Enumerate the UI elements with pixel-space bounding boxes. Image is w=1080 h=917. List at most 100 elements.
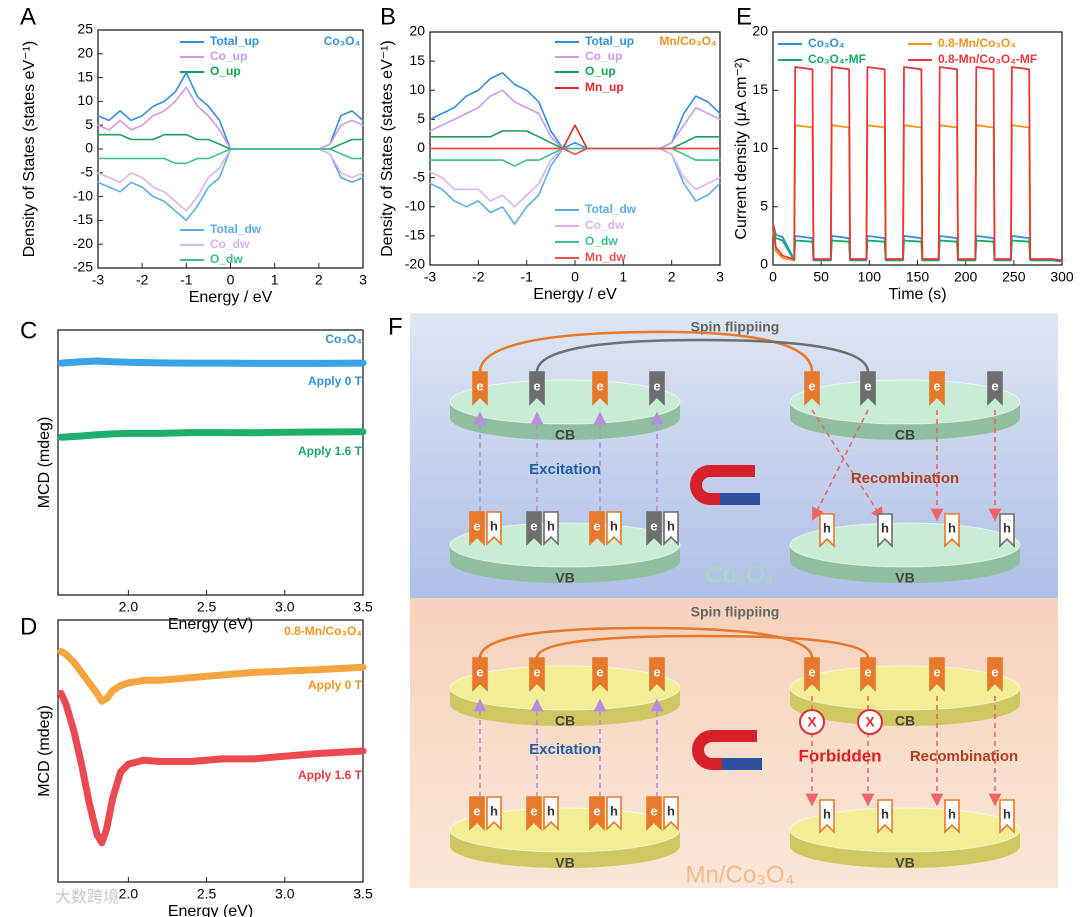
carrier-flag [877, 799, 893, 834]
x-tick-label: 2.0 [119, 599, 139, 615]
magnet-red [690, 465, 755, 505]
series-line [57, 357, 367, 367]
x-tick-label: 2 [315, 272, 323, 288]
x-tick-label: 1 [271, 272, 279, 288]
blocked-mark [857, 709, 883, 735]
panel-label: E [736, 3, 752, 30]
carrier-flag [592, 657, 608, 692]
carrier-flag [987, 371, 1003, 406]
material-label: Co₃O₄ [706, 561, 775, 588]
y-tick-label: 20 [752, 23, 768, 39]
electron-label: e [530, 803, 537, 818]
panel-label: A [20, 3, 36, 30]
electron-label: e [933, 378, 940, 393]
band-label: VB [895, 570, 914, 586]
legend-label: O_dw [210, 252, 243, 266]
hole-label: h [881, 520, 889, 535]
x-tick-label: 200 [954, 269, 978, 285]
y-axis-label: MCD (mdeg) [36, 417, 53, 509]
carrier-flag [529, 657, 545, 692]
carrier-flag [860, 657, 876, 692]
legend-label: O_up [585, 64, 616, 78]
electron-label: e [533, 664, 540, 679]
x-tick-label: 3.5 [353, 886, 373, 902]
x-axis-label: Time (s) [888, 286, 946, 303]
legend-label: Total_up [210, 34, 259, 48]
series-line [97, 72, 364, 150]
x-tick-label: 150 [906, 269, 930, 285]
hole-label: h [1003, 520, 1011, 535]
annotation: Co₃O₄ [325, 332, 362, 346]
carrier-flag [646, 796, 662, 831]
electron-label: e [593, 803, 600, 818]
electron-label: e [653, 664, 660, 679]
y-tick-label: 5 [760, 197, 768, 213]
band-label: VB [895, 855, 914, 871]
electron-label: e [808, 378, 815, 393]
y-tick-label: -10 [405, 197, 425, 213]
carrier-flag [999, 799, 1015, 834]
band-label: VB [555, 855, 574, 871]
carrier-flag [472, 657, 488, 692]
x-tick-label: 50 [813, 269, 829, 285]
band-label: CB [555, 713, 575, 729]
panel-label: F [388, 313, 403, 340]
electron-label: e [650, 518, 657, 533]
blocked-mark [799, 709, 825, 735]
annotation: Apply 1.6 T [298, 768, 363, 782]
x-tick-label: -1 [180, 272, 193, 288]
electron-label: e [533, 378, 540, 393]
y-tick-label: 15 [409, 52, 425, 68]
y-tick-label: 0 [85, 140, 93, 156]
carrier-flag [804, 657, 820, 692]
watermark: 大数跨境 [55, 887, 119, 906]
plot-frame [772, 31, 1063, 266]
hole-label: h [881, 806, 889, 821]
y-axis-label: Density of States (states eV⁻¹) [379, 40, 396, 257]
y-axis-label: MCD (mdeg) [36, 705, 53, 797]
series-line [97, 148, 364, 222]
hole-label: h [490, 518, 498, 533]
carrier-flag [529, 371, 545, 406]
annotation: Apply 1.6 T [298, 444, 363, 458]
carrier-flag [663, 511, 679, 546]
electron-label: e [473, 518, 480, 533]
x-axis-label: Energy (eV) [168, 903, 253, 917]
carrier-flag [819, 513, 835, 548]
carrier-flag [646, 511, 662, 546]
carrier-flag [877, 513, 893, 548]
carrier-flag [606, 511, 622, 546]
carrier-flag [999, 513, 1015, 548]
carrier-flag [929, 657, 945, 692]
disc-top [449, 379, 681, 425]
carrier-flag [469, 511, 485, 546]
x-tick-label: 0 [571, 269, 579, 285]
x-tick-label: 3.0 [275, 886, 295, 902]
hole-label: h [1003, 806, 1011, 821]
electron-label: e [596, 378, 603, 393]
annotation: 0.8-Mn/Co₃O₄ [284, 624, 362, 638]
hole-label: h [948, 806, 956, 821]
y-tick-label: 10 [77, 92, 93, 108]
hole-label: h [610, 803, 618, 818]
carrier-flag [649, 371, 665, 406]
band-label: CB [895, 713, 915, 729]
carrier-flag [819, 799, 835, 834]
x-tick-label: 2.0 [119, 886, 139, 902]
disc-top [789, 522, 1021, 568]
carrier-flag [589, 511, 605, 546]
electron-label: e [808, 664, 815, 679]
y-tick-label: -15 [73, 211, 93, 227]
y-tick-label: 25 [77, 21, 93, 37]
x-tick-label: 250 [1002, 269, 1026, 285]
legend-label: 0.8-Mn/Co₃O₄ [938, 36, 1016, 50]
disc-top [449, 807, 681, 853]
legend-label: Co₃O₄-MF [808, 52, 866, 66]
electron-label: e [653, 378, 660, 393]
series-line [57, 647, 367, 705]
x-tick-label: -1 [520, 269, 533, 285]
y-axis-label: Density of States (states eV⁻¹) [21, 41, 38, 258]
carrier-flag [987, 657, 1003, 692]
series-line [429, 147, 721, 156]
legend-label: Co_dw [210, 237, 250, 251]
